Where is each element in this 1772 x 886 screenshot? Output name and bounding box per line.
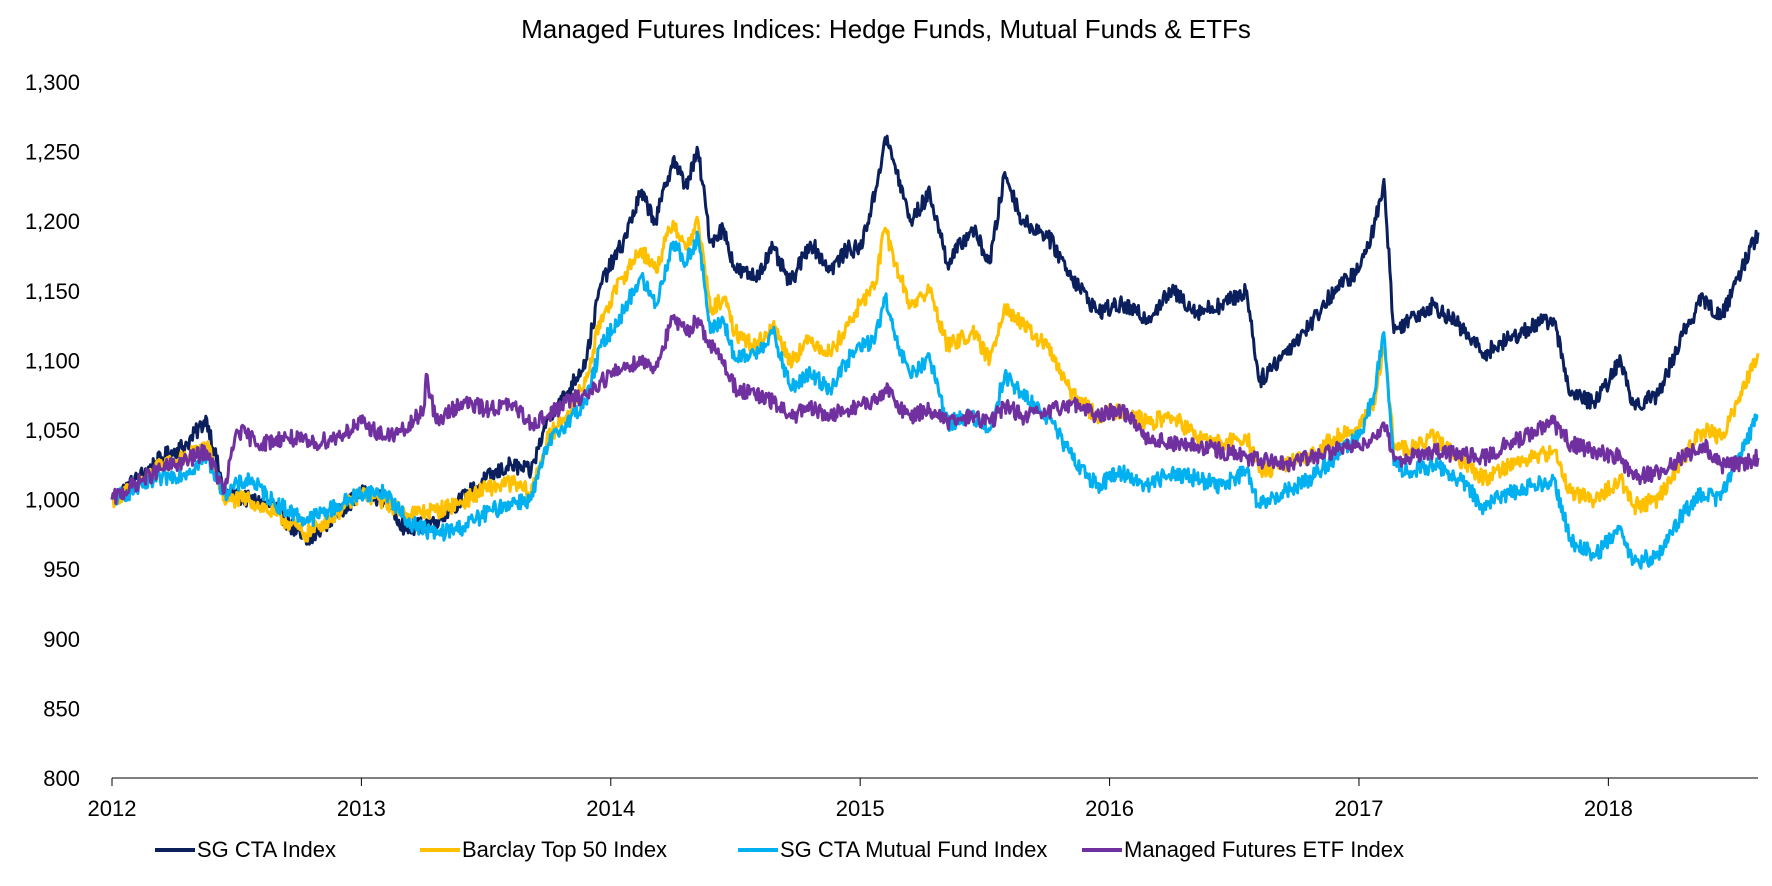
legend-item: Managed Futures ETF Index: [1082, 832, 1404, 868]
chart-title: Managed Futures Indices: Hedge Funds, Mu…: [521, 14, 1251, 44]
legend-swatch: [1082, 848, 1122, 852]
y-axis-labels: 800 850 900 950 1,000 1,050 1,100 1,150 1,200 1,2…: [25, 70, 80, 791]
y-tick-label: 850: [43, 696, 80, 721]
legend-label: SG CTA Mutual Fund Index: [780, 837, 1048, 862]
x-tick-label: 2012: [88, 796, 137, 821]
legend-label: Managed Futures ETF Index: [1124, 837, 1405, 862]
legend-item: SG CTA Mutual Fund Index: [738, 832, 1047, 868]
x-axis-labels: 2012 2013 2014 2015 2016 2017 2018: [88, 796, 1633, 821]
x-tick-label: 2015: [836, 796, 885, 821]
x-tick-label: 2013: [337, 796, 386, 821]
series-line-3: [110, 230, 1759, 570]
y-tick-label: 1,100: [25, 348, 80, 373]
series-line-4: [110, 313, 1760, 505]
legend-item: Barclay Top 50 Index: [420, 832, 667, 868]
legend-swatch: [420, 848, 460, 852]
y-tick-label: 1,050: [25, 418, 80, 443]
y-tick-label: 800: [43, 766, 80, 791]
legend-swatch: [738, 848, 778, 852]
legend-label: Barclay Top 50 Index: [462, 837, 668, 862]
x-tick-label: 2016: [1085, 796, 1134, 821]
x-axis-ticks: [111, 778, 1609, 786]
legend-item: SG CTA Index: [155, 832, 336, 868]
legend: SG CTA Index Barclay Top 50 Index SG CTA M…: [0, 832, 1772, 868]
y-tick-label: 1,200: [25, 209, 80, 234]
x-tick-label: 2018: [1584, 796, 1633, 821]
x-tick-label: 2017: [1334, 796, 1383, 821]
y-tick-label: 1,150: [25, 279, 80, 304]
legend-swatch: [155, 848, 195, 852]
y-tick-label: 1,250: [25, 140, 80, 165]
series-line-1: [110, 134, 1760, 546]
x-tick-label: 2014: [586, 796, 635, 821]
series-lines: [110, 134, 1760, 570]
legend-label: SG CTA Index: [197, 837, 336, 862]
y-tick-label: 900: [43, 627, 80, 652]
y-tick-label: 950: [43, 557, 80, 582]
y-tick-label: 1,300: [25, 70, 80, 95]
y-tick-label: 1,000: [25, 488, 80, 513]
